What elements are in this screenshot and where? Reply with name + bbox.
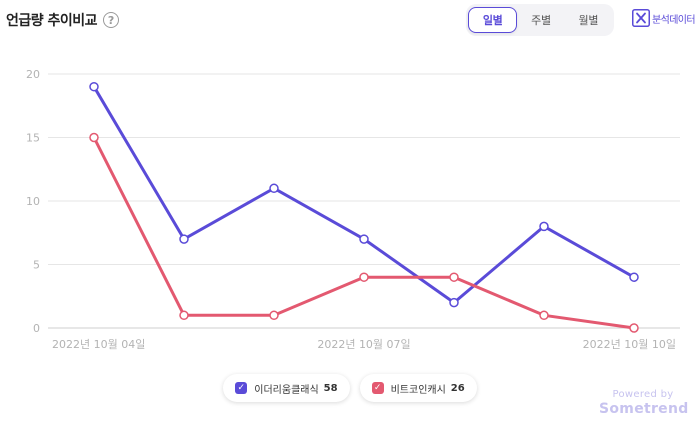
y-tick-label: 15 — [26, 132, 40, 145]
data-point-series-2 — [269, 310, 279, 321]
chart-title: 언급량 추이비교 — [6, 13, 98, 29]
data-point-series-2 — [629, 323, 639, 333]
data-point-series-2 — [179, 310, 189, 321]
series-line-1 — [92, 85, 636, 305]
data-point-series-2 — [539, 310, 549, 321]
data-point-series-2 — [449, 272, 459, 282]
sometrend-logo: Sometrend — [599, 401, 689, 417]
powered-by-text: Powered by — [612, 389, 674, 400]
period-toggle: 일별 주별 월별 — [466, 4, 614, 36]
x-tick-label: 2022년 10월 07일 — [317, 337, 410, 351]
data-point-series-1 — [629, 272, 639, 282]
chart-legend: ✓ 이더리움클래식 58 ✓ 비트코인캐시 26 — [0, 374, 700, 402]
legend-item-series-2[interactable]: ✓ 비트코인캐시 26 — [359, 374, 477, 402]
legend-count: 58 — [323, 382, 338, 394]
chart-header: 언급량 추이비교 ? — [6, 10, 120, 30]
data-point-series-1 — [179, 234, 189, 244]
y-tick-label: 0 — [33, 322, 40, 335]
data-point-series-2 — [359, 272, 369, 282]
legend-count: 26 — [450, 382, 465, 394]
export-label: 분석데이터 — [652, 14, 696, 26]
tab-daily[interactable]: 일별 — [468, 7, 518, 33]
data-point-series-2 — [89, 132, 99, 143]
y-tick-label: 10 — [26, 195, 40, 208]
excel-icon — [632, 9, 650, 27]
x-tick-label: 2022년 10월 10일 — [583, 337, 676, 351]
legend-label: 비트코인캐시 — [390, 384, 446, 396]
tab-monthly[interactable]: 월별 — [578, 14, 599, 27]
question-circle-icon[interactable]: ? — [103, 12, 120, 28]
data-point-series-1 — [89, 81, 99, 92]
export-data-button[interactable]: 분석데이터 — [632, 9, 696, 27]
data-point-series-1 — [539, 221, 549, 232]
y-tick-label: 5 — [33, 259, 40, 272]
data-point-series-1 — [269, 183, 279, 194]
data-point-series-1 — [449, 297, 459, 308]
legend-item-series-1[interactable]: ✓ 이더리움클래식 58 — [223, 374, 350, 402]
checkbox-checked-icon[interactable]: ✓ — [235, 382, 248, 394]
powered-by-badge: Powered by Sometrend — [599, 389, 689, 417]
tab-weekly[interactable]: 주별 — [531, 14, 551, 27]
x-tick-label: 2022년 10월 04일 — [52, 337, 145, 351]
y-tick-label: 20 — [26, 68, 40, 81]
checkbox-checked-icon[interactable]: ✓ — [371, 382, 384, 394]
data-point-series-1 — [359, 234, 369, 244]
legend-label: 이더리움클래식 — [254, 384, 319, 396]
